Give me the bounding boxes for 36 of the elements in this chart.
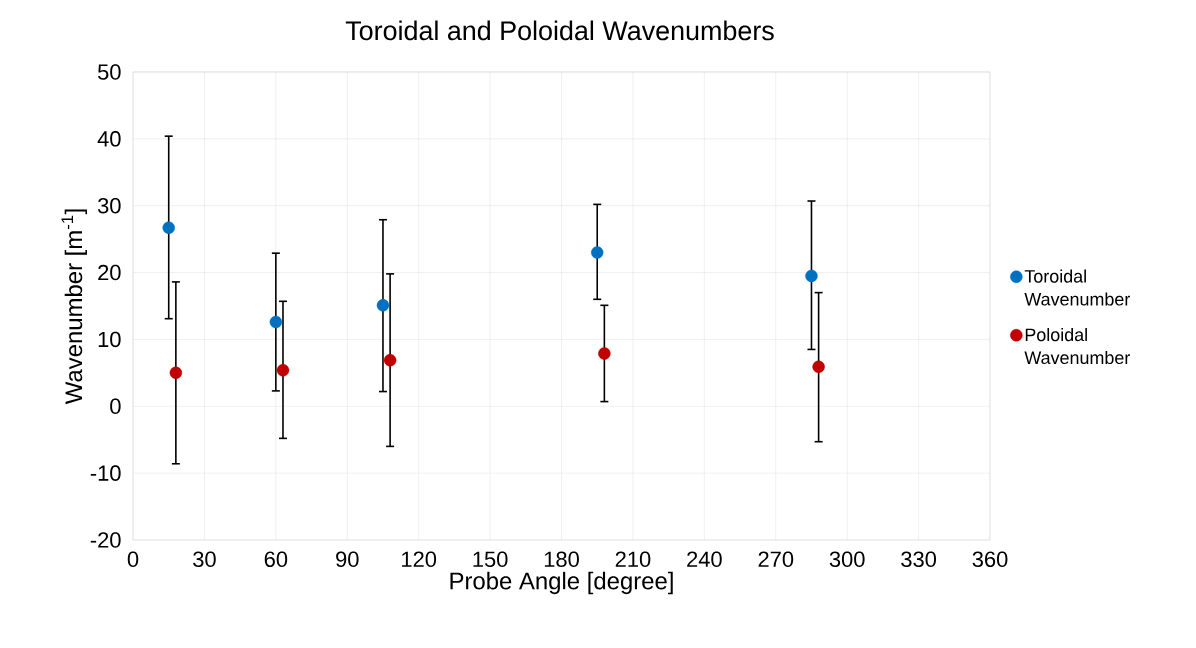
y-tick-label: 50 xyxy=(97,64,121,80)
x-tick-label: 120 xyxy=(402,551,437,568)
x-axis-title: Probe Angle [degree] xyxy=(450,571,673,595)
legend-label: Toroidal Wavenumber xyxy=(1024,269,1130,306)
point xyxy=(812,360,825,374)
point xyxy=(383,353,397,367)
point xyxy=(169,366,183,380)
point xyxy=(598,347,611,360)
y-tick-label: 30 xyxy=(97,197,121,214)
x-tick-label: 60 xyxy=(264,551,288,568)
x-tick-label: 180 xyxy=(544,551,579,568)
legend-label: Poloidal Wavenumber xyxy=(1024,327,1130,365)
x-tick-label: 300 xyxy=(829,551,865,568)
y-tick-label: -20 xyxy=(90,532,121,548)
chart-title: Toroidal and Poloidal Wavenumbers xyxy=(345,20,774,41)
y-tick-label: 10 xyxy=(98,331,121,348)
x-tick-label: 240 xyxy=(687,551,722,568)
point xyxy=(805,269,818,283)
point xyxy=(162,221,175,234)
x-tick-label: 360 xyxy=(972,551,1008,568)
x-tick-label: 270 xyxy=(758,551,794,568)
y-tick-label: 0 xyxy=(110,398,121,415)
point xyxy=(591,246,604,259)
x-tick-label: 30 xyxy=(193,551,216,568)
x-tick-label: 150 xyxy=(473,551,508,568)
y-axis-title: Wavenumber [m$^{-1}$] xyxy=(61,209,87,405)
y-tick-label: 20 xyxy=(98,264,121,281)
point xyxy=(376,299,390,312)
x-tick-label: 0 xyxy=(127,551,139,568)
x-tick-label: 330 xyxy=(901,551,937,568)
y-tick-label: -10 xyxy=(90,465,121,481)
x-tick-label: 90 xyxy=(336,551,359,568)
point xyxy=(269,315,283,329)
x-tick-label: 210 xyxy=(615,551,651,568)
point xyxy=(276,363,290,377)
y-tick-label: 40 xyxy=(97,131,121,147)
